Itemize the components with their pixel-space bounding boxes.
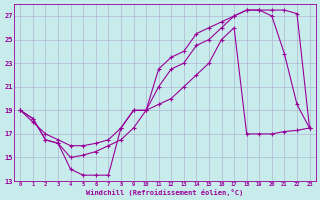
X-axis label: Windchill (Refroidissement éolien,°C): Windchill (Refroidissement éolien,°C) <box>86 189 244 196</box>
